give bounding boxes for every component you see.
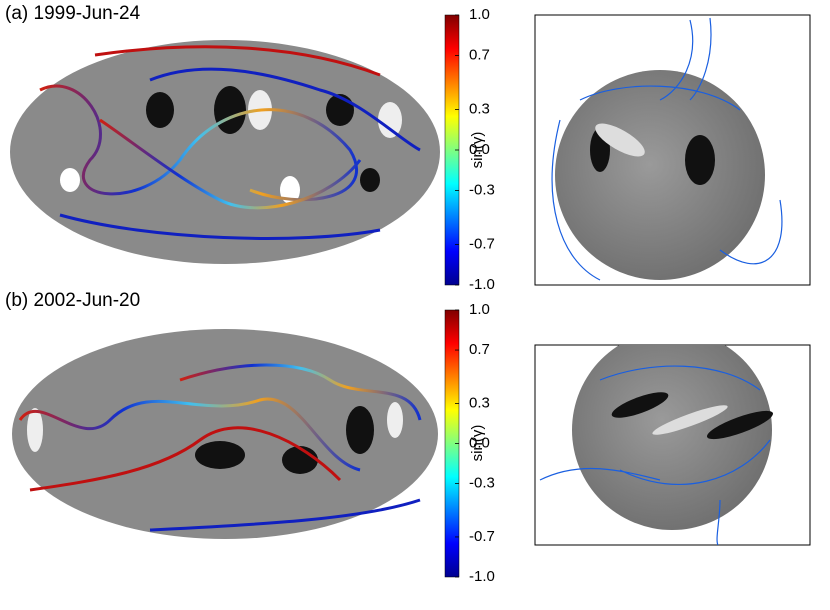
colorbar-tick-label: 1.0	[469, 301, 490, 318]
colorbar-tick-label: 0.0	[469, 141, 490, 158]
colorbar-tick-label: -1.0	[469, 568, 495, 585]
colorbar-tick-label: -0.7	[469, 235, 495, 252]
colorbar-tick-label: 0.7	[469, 46, 490, 63]
map	[10, 40, 440, 264]
colorbar-label: sin(γ)	[469, 425, 486, 462]
colorbar-tick-label: 1.0	[469, 6, 490, 23]
colorbar-tick-label: 0.3	[469, 100, 490, 117]
panel-label: (b) 2002-Jun-20	[5, 290, 140, 311]
colorbar-tick-label: -0.7	[469, 528, 495, 545]
map	[12, 329, 438, 539]
colorbar-label: sin(γ)	[469, 132, 486, 169]
colorbar-tick-label: 0.3	[469, 394, 490, 411]
panel-label: (a) 1999-Jun-24	[5, 3, 141, 24]
colorbar-tick-label: 0.0	[469, 434, 490, 451]
colorbar-tick-label: -0.3	[469, 475, 495, 492]
colorbar-tick-label: -1.0	[469, 276, 495, 293]
panel: (b) 2002-Jun-20 sin(γ) 1.0 0.7 0.3 0.0 -0.3 -…	[5, 290, 811, 585]
panel: (a) 1999-Jun-24 sin(γ) 1.0 0.7 0.3 0.0 -0.3 -…	[5, 3, 811, 293]
colorbar-tick-label: 0.7	[469, 341, 490, 358]
colorbar-tick-label: -0.3	[469, 181, 495, 198]
